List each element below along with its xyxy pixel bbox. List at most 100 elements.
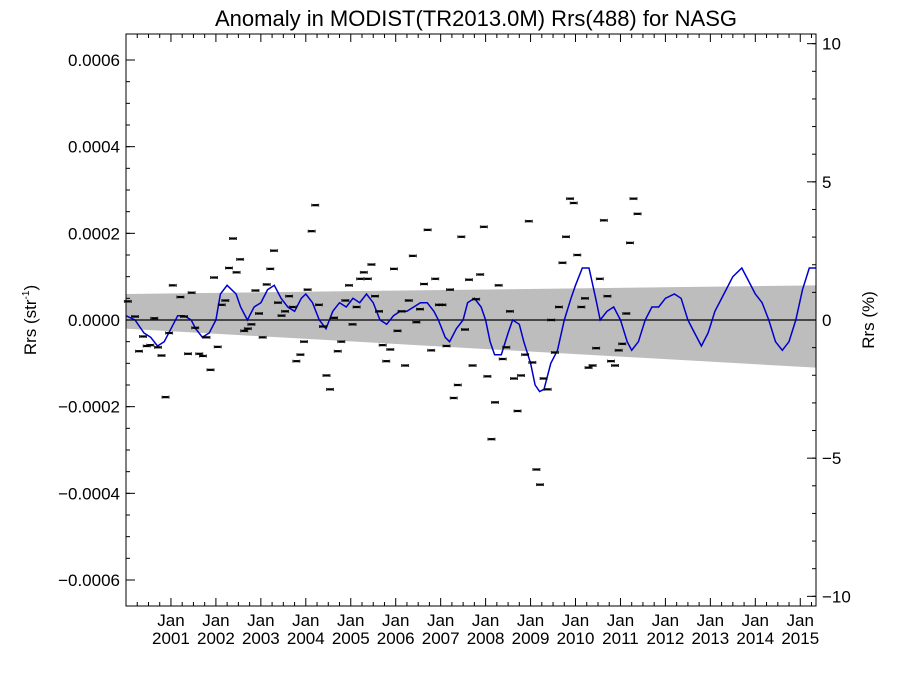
x-tick-label-year: 2002 [197, 629, 235, 648]
data-point [446, 288, 454, 292]
data-point [491, 400, 499, 404]
data-point [532, 468, 541, 471]
data-point [401, 364, 410, 367]
data-point [412, 320, 421, 324]
data-point [479, 225, 488, 229]
data-point [198, 354, 207, 358]
data-point [251, 289, 260, 293]
data-point [536, 483, 544, 487]
x-tick-label-year: 2011 [602, 629, 639, 648]
data-point [333, 349, 342, 353]
data-point [367, 263, 376, 267]
data-point [566, 197, 575, 201]
data-point [195, 352, 204, 356]
data-point [513, 409, 522, 413]
data-point [330, 316, 339, 320]
data-point [416, 307, 424, 311]
data-point [607, 359, 615, 363]
data-point [547, 318, 556, 322]
data-point [371, 294, 379, 298]
data-point [225, 266, 233, 270]
data-point [483, 374, 492, 378]
data-point [255, 312, 263, 315]
data-point [221, 299, 230, 302]
data-point [150, 316, 159, 320]
x-tick-label-month: Jan [517, 611, 544, 630]
data-point [139, 334, 147, 338]
data-point [382, 359, 391, 363]
data-point [266, 267, 275, 271]
data-point [427, 348, 436, 352]
data-point [217, 303, 226, 307]
data-point [157, 354, 166, 358]
x-tick-label-year: 2004 [287, 629, 325, 648]
data-point [438, 303, 447, 307]
x-tick-label-year: 2003 [242, 629, 280, 648]
data-point [296, 353, 305, 357]
data-point [626, 241, 634, 245]
data-point [573, 253, 582, 257]
data-point [258, 335, 267, 339]
data-point [468, 364, 477, 367]
data-point [393, 329, 402, 333]
data-point [359, 270, 368, 274]
data-point [307, 229, 316, 233]
data-point [247, 322, 256, 326]
data-point [599, 218, 608, 222]
x-tick-label-year: 2005 [332, 629, 370, 648]
x-tick-label-year: 2006 [377, 629, 415, 648]
x-tick-label-month: Jan [292, 611, 319, 630]
data-point [281, 309, 290, 313]
data-point [442, 344, 451, 348]
data-point [348, 322, 357, 326]
chart-title: Anomaly in MODIST(TR2013.0M) Rrs(488) fo… [215, 6, 737, 31]
data-point [243, 327, 252, 331]
x-tick-label-year: 2014 [736, 629, 774, 648]
data-point [288, 305, 297, 309]
data-point [577, 305, 586, 309]
data-point [123, 299, 132, 303]
x-tick-label-year: 2008 [467, 629, 505, 648]
data-point [472, 297, 481, 301]
data-point [629, 197, 638, 201]
uncertainty-band [126, 285, 816, 368]
data-point [146, 343, 155, 347]
data-point [292, 359, 301, 363]
data-point [269, 249, 278, 253]
data-point [176, 295, 185, 299]
x-tick-label-month: Jan [697, 611, 724, 630]
data-point [603, 294, 612, 298]
data-point [131, 315, 139, 319]
y-right-tick-label: 0 [822, 311, 831, 330]
data-point [135, 349, 143, 353]
data-point [539, 377, 548, 380]
x-tick-label-month: Jan [742, 611, 769, 630]
data-point [592, 346, 601, 350]
data-point [558, 261, 567, 265]
data-point [274, 301, 282, 305]
x-tick-label-year: 2015 [781, 629, 819, 648]
data-point [465, 278, 473, 282]
data-point [390, 267, 398, 271]
data-point [622, 312, 631, 315]
data-point [300, 340, 308, 344]
y-left-tick-label: 0.0006 [68, 51, 120, 70]
data-point [236, 257, 245, 261]
data-point [213, 345, 222, 349]
x-tick-label-year: 2007 [422, 629, 460, 648]
data-point [521, 353, 530, 357]
data-point [345, 283, 353, 287]
data-point [528, 360, 537, 364]
y-left-tick-label: 0.0002 [68, 224, 120, 243]
data-point [517, 373, 526, 377]
data-point [161, 395, 170, 399]
x-tick-label-month: Jan [157, 611, 184, 630]
data-point [543, 387, 552, 391]
data-point [229, 237, 237, 241]
data-point [341, 299, 350, 302]
data-point [431, 277, 440, 281]
x-tick-label-month: Jan [337, 611, 364, 630]
data-point [595, 277, 604, 281]
data-point [487, 437, 496, 441]
data-point [165, 331, 174, 335]
